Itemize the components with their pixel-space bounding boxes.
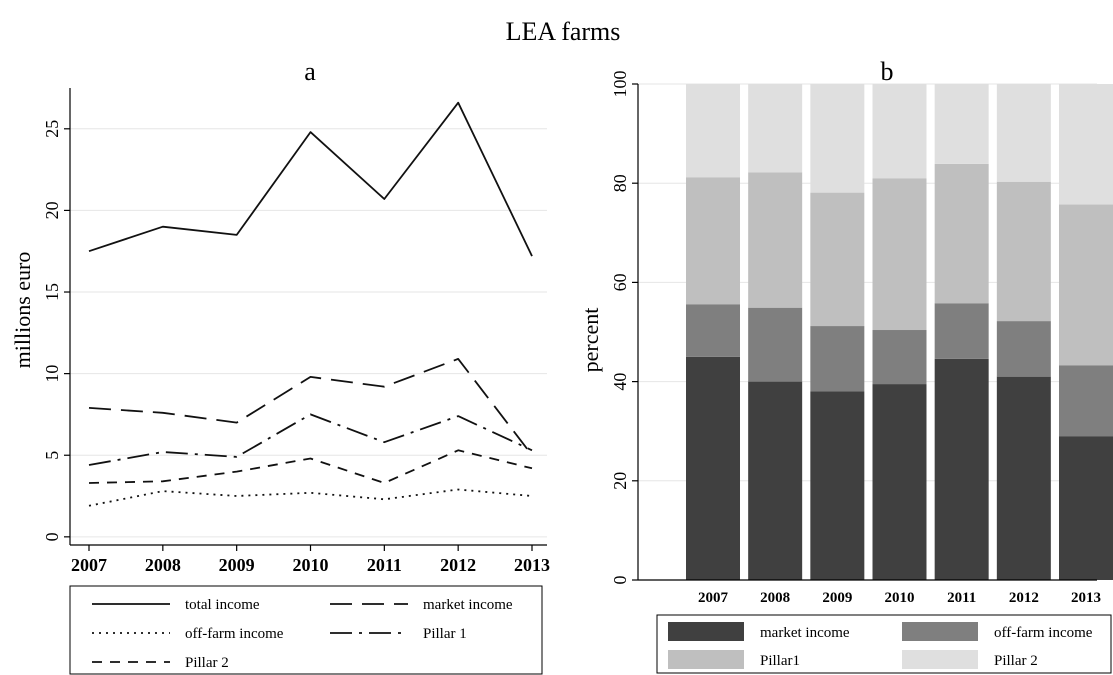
panel-b-stacked-bar-chart: b percent 0 20 40 60 80 100 2007 2008 2009 2010 20… [578, 57, 1113, 674]
panel-b-y-tick-label: 60 [610, 273, 630, 291]
panel-b-legend: market income off-farm income Pillar1 Pilla… [656, 614, 1112, 674]
panel-b-legend-swatch [902, 622, 978, 641]
panel-a-x-tick-label: 2007 [71, 555, 107, 575]
panel-b-bar-market-income [996, 376, 1051, 580]
panel-a-series-lines [88, 101, 533, 507]
panel-a-x-tick-label: 2011 [367, 555, 402, 575]
panel-b-bar-pillar-2 [686, 84, 740, 178]
panel-a-x-tick-label: 2013 [514, 555, 550, 575]
panel-b-legend-label: Pillar1 [760, 653, 800, 669]
panel-a-y-tick-label: 10 [42, 365, 62, 383]
panel-a-x-tick-label: 2010 [293, 555, 329, 575]
panel-a-y-tick-label: 0 [42, 532, 62, 541]
panel-b-x-tick-label: 2011 [947, 590, 976, 606]
panel-b-bar-market-income [872, 384, 927, 580]
panel-b-axes: 0 20 40 60 80 100 2007 2008 2009 2010 2011 2012 2013 [610, 71, 1101, 607]
panel-a-y-axis-label: millions euro [10, 252, 35, 369]
panel-a-line-chart: a millions euro 0 5 10 15 20 25 2007 2008 2009 20… [10, 57, 550, 675]
panel-b-bar-pillar-2 [1059, 84, 1113, 205]
panel-a-legend-box [69, 585, 543, 675]
panel-b-legend-label: off-farm income [994, 625, 1093, 641]
panel-b-y-tick-label: 20 [610, 472, 630, 490]
panel-b-bar-off-farm-income [934, 303, 989, 359]
panel-a-series-line-off-farm-income [88, 488, 533, 507]
panel-b-bar-market-income [934, 358, 989, 580]
panel-b-bar-pillar-2 [810, 84, 865, 193]
panel-a-x-tick-label: 2012 [440, 555, 476, 575]
panel-b-x-tick-label: 2013 [1071, 590, 1101, 606]
panel-b-bar-pillar-2 [934, 84, 989, 164]
panel-b-x-tick-label: 2008 [760, 590, 790, 606]
figure-title: LEA farms [506, 17, 621, 46]
panel-a-y-tick-label: 20 [42, 201, 62, 219]
panel-b-bar-pillar-2 [872, 84, 927, 179]
panel-a-series-line-pillar-1 [88, 413, 533, 466]
panel-b-y-tick-label: 80 [610, 174, 630, 192]
panel-b-bar-market-income [1059, 436, 1113, 580]
panel-a-label: a [304, 57, 316, 86]
panel-b-bar-pillar1 [872, 178, 927, 331]
panel-b-bar-off-farm-income [1059, 365, 1113, 437]
panel-b-bar-pillar1 [1059, 204, 1113, 366]
panel-a-legend: total income market income off-farm income… [69, 585, 543, 675]
panel-a-series-line-total-income [88, 101, 533, 257]
panel-b-bar-pillar1 [686, 177, 740, 305]
panel-a-legend-label: off-farm income [185, 626, 284, 642]
panel-b-legend-label: Pillar 2 [994, 653, 1038, 669]
panel-b-x-tick-label: 2010 [885, 590, 915, 606]
panel-a-axes: 0 5 10 15 20 25 2007 2008 2009 2010 2011 2012 2013 [42, 88, 550, 575]
panel-b-legend-swatch [668, 622, 744, 641]
panel-b-legend-swatch [668, 650, 744, 669]
panel-b-bar-off-farm-income [996, 321, 1051, 377]
panel-b-bar-off-farm-income [810, 326, 865, 392]
panel-a-legend-label: Pillar 2 [185, 655, 229, 671]
panel-a-y-tick-label: 15 [42, 283, 62, 301]
panel-a-gridlines [70, 128, 547, 538]
panel-b-bar-pillar1 [996, 181, 1051, 322]
panel-b-y-axis-label: percent [578, 308, 603, 373]
panel-b-y-tick-label: 0 [610, 576, 630, 585]
panel-b-bar-off-farm-income [748, 307, 803, 382]
panel-b-label: b [881, 57, 894, 86]
panel-a-series-line-market-income [88, 357, 533, 456]
panel-a-x-tick-label: 2009 [219, 555, 255, 575]
panel-b-bar-off-farm-income [872, 330, 927, 385]
panel-a-y-tick-label: 5 [42, 451, 62, 460]
panel-a-x-tick-label: 2008 [145, 555, 181, 575]
panel-b-x-tick-label: 2009 [822, 590, 852, 606]
panel-b-bar-pillar-2 [748, 84, 803, 173]
panel-b-bar-market-income [810, 391, 865, 580]
panel-b-x-tick-label: 2007 [698, 590, 729, 606]
panel-a-series-line-pillar-2 [88, 449, 533, 484]
panel-a-legend-label: market income [423, 597, 513, 613]
panel-b-legend-swatch [902, 650, 978, 669]
panel-b-bar-off-farm-income [686, 304, 740, 357]
panel-b-bar-pillar1 [748, 172, 803, 308]
panel-a-legend-label: Pillar 1 [423, 626, 467, 642]
panel-b-bars [686, 84, 1113, 580]
panel-b-bar-pillar1 [934, 163, 989, 304]
panel-b-bar-market-income [686, 356, 740, 580]
panel-b-bar-pillar-2 [996, 84, 1051, 182]
panel-a-y-tick-label: 25 [42, 120, 62, 138]
panel-b-y-tick-label: 100 [610, 71, 630, 98]
panel-b-bar-pillar1 [810, 192, 865, 327]
panel-b-bar-market-income [748, 381, 803, 580]
panel-b-legend-label: market income [760, 625, 850, 641]
panel-a-legend-label: total income [185, 597, 260, 613]
panel-b-y-tick-label: 40 [610, 373, 630, 391]
panel-b-x-tick-label: 2012 [1009, 590, 1039, 606]
